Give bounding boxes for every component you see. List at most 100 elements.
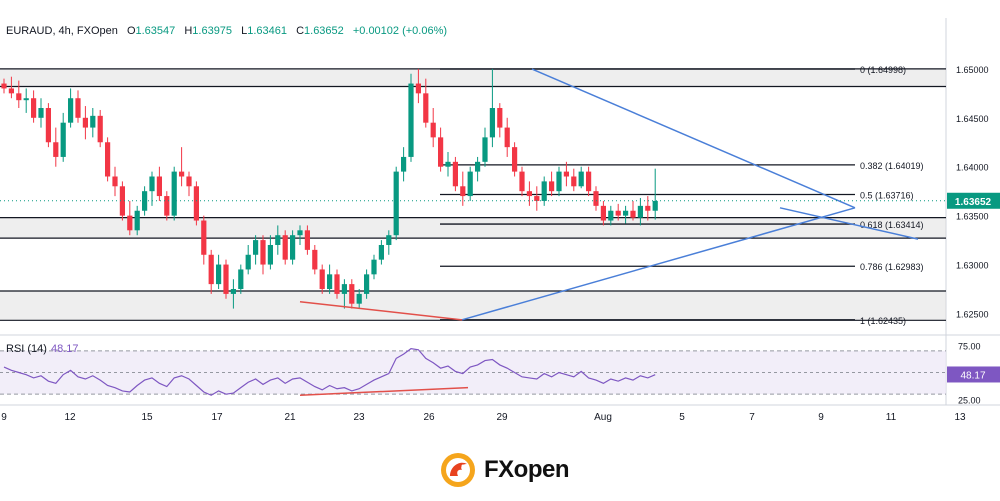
time-axis-label: 15 bbox=[141, 412, 153, 423]
rsi-axis-label: 25.00 bbox=[958, 396, 981, 406]
open-value: 1.63547 bbox=[135, 25, 176, 37]
time-axis-label: 29 bbox=[496, 412, 508, 423]
low-label: L bbox=[241, 25, 248, 37]
candle-body bbox=[319, 269, 325, 290]
candle-body bbox=[445, 161, 451, 167]
symbol-title[interactable]: EURAUD, 4h, FXOpen bbox=[6, 25, 118, 37]
trendline-extension bbox=[779, 207, 919, 240]
candle-body bbox=[541, 181, 547, 201]
candle-body bbox=[1, 83, 7, 89]
upper-trendline bbox=[531, 68, 856, 209]
candle-body bbox=[519, 171, 525, 192]
candle-body bbox=[45, 108, 51, 143]
high-value: 1.63975 bbox=[192, 25, 233, 37]
candle-body bbox=[156, 176, 162, 197]
candle-body bbox=[534, 196, 540, 201]
support-resistance-zone bbox=[0, 217, 946, 239]
fxopen-logo: FXopen bbox=[438, 450, 570, 490]
lower-trendline bbox=[461, 207, 856, 321]
time-axis-label: 13 bbox=[954, 412, 966, 423]
time-axis-label: 11 bbox=[886, 412, 897, 423]
price-axis-label: 1.62500 bbox=[956, 309, 989, 319]
candle-body bbox=[482, 137, 488, 162]
fib-level-label: 0 (1.64998) bbox=[860, 65, 906, 75]
fib-level-label: 0.5 (1.63716) bbox=[860, 191, 914, 201]
candle-body bbox=[571, 176, 577, 187]
candle-body bbox=[423, 93, 429, 123]
candle-body bbox=[489, 108, 495, 138]
symbol-legend: EURAUD, 4h, FXOpen O1.63547 H1.63975 L 1.… bbox=[6, 25, 447, 37]
candle-body bbox=[556, 171, 562, 192]
candle-body bbox=[593, 191, 599, 206]
candle-body bbox=[290, 235, 296, 260]
candle-body bbox=[164, 196, 170, 216]
close-value: 1.63652 bbox=[304, 25, 344, 37]
time-axis-label: 26 bbox=[423, 412, 435, 423]
candle-body bbox=[586, 171, 592, 192]
candle-body bbox=[53, 142, 59, 157]
candle-body bbox=[297, 230, 303, 236]
rsi-divergence-line bbox=[299, 386, 469, 396]
candle-body bbox=[334, 274, 340, 294]
candle-body bbox=[637, 205, 643, 218]
candle-body bbox=[68, 98, 74, 123]
candle-body bbox=[600, 205, 606, 221]
candle-body bbox=[304, 230, 310, 250]
rsi-label[interactable]: RSI (14) bbox=[6, 343, 47, 355]
candle-body bbox=[549, 181, 555, 192]
support-resistance-zone bbox=[0, 290, 946, 321]
candle-body bbox=[38, 108, 44, 118]
price-axis-label: 1.64500 bbox=[956, 114, 989, 124]
candle-body bbox=[223, 264, 229, 294]
candle-body bbox=[341, 284, 347, 294]
candle-body bbox=[467, 171, 473, 197]
candle-body bbox=[652, 200, 658, 211]
candle-body bbox=[282, 235, 288, 260]
candle-body bbox=[208, 254, 214, 285]
candle-body bbox=[193, 186, 199, 221]
candle-body bbox=[645, 205, 651, 211]
time-axis-label: 9 bbox=[1, 412, 7, 423]
candle-body bbox=[512, 147, 518, 172]
fib-level-label: 0.786 (1.62983) bbox=[860, 262, 924, 272]
time-axis-label: 12 bbox=[64, 412, 76, 423]
fxopen-dragon-icon bbox=[441, 453, 475, 487]
price-axis-label: 1.65000 bbox=[956, 65, 989, 75]
time-axis-label: 7 bbox=[749, 412, 755, 423]
high-label: H bbox=[184, 25, 193, 37]
candle-body bbox=[260, 240, 266, 265]
time-axis-label: 17 bbox=[211, 412, 223, 423]
candle-body bbox=[526, 191, 532, 197]
candle-body bbox=[475, 161, 481, 172]
candle-body bbox=[8, 88, 14, 94]
candle-body bbox=[134, 210, 140, 231]
candle-body bbox=[75, 98, 81, 118]
candle-body bbox=[112, 176, 118, 187]
candle-body bbox=[238, 269, 244, 290]
candle-body bbox=[401, 156, 407, 172]
time-axis-label: 5 bbox=[679, 412, 685, 423]
candle-body bbox=[16, 93, 22, 101]
candle-body bbox=[267, 244, 273, 265]
candle-body bbox=[504, 127, 510, 148]
fib-level-label: 0.618 (1.63414) bbox=[860, 220, 924, 230]
candle-body bbox=[415, 83, 421, 94]
candle-body bbox=[245, 254, 251, 270]
time-axis-label: 23 bbox=[353, 412, 365, 423]
candle-body bbox=[393, 171, 399, 236]
candle-body bbox=[408, 83, 414, 157]
candle-body bbox=[105, 142, 111, 177]
change-value: +0.00102 (+0.06%) bbox=[352, 25, 448, 37]
rsi-line bbox=[3, 348, 656, 396]
candle-body bbox=[438, 137, 444, 167]
candle-body bbox=[578, 171, 584, 187]
candle-body bbox=[563, 171, 569, 177]
candle-body bbox=[97, 115, 103, 143]
fib-level-label: 0.382 (1.64019) bbox=[860, 161, 924, 171]
open-label: O bbox=[126, 25, 136, 37]
last-price-tag bbox=[947, 192, 1000, 209]
time-axis-label: 9 bbox=[818, 412, 824, 423]
candle-body bbox=[327, 274, 333, 290]
candle-body bbox=[364, 274, 370, 294]
